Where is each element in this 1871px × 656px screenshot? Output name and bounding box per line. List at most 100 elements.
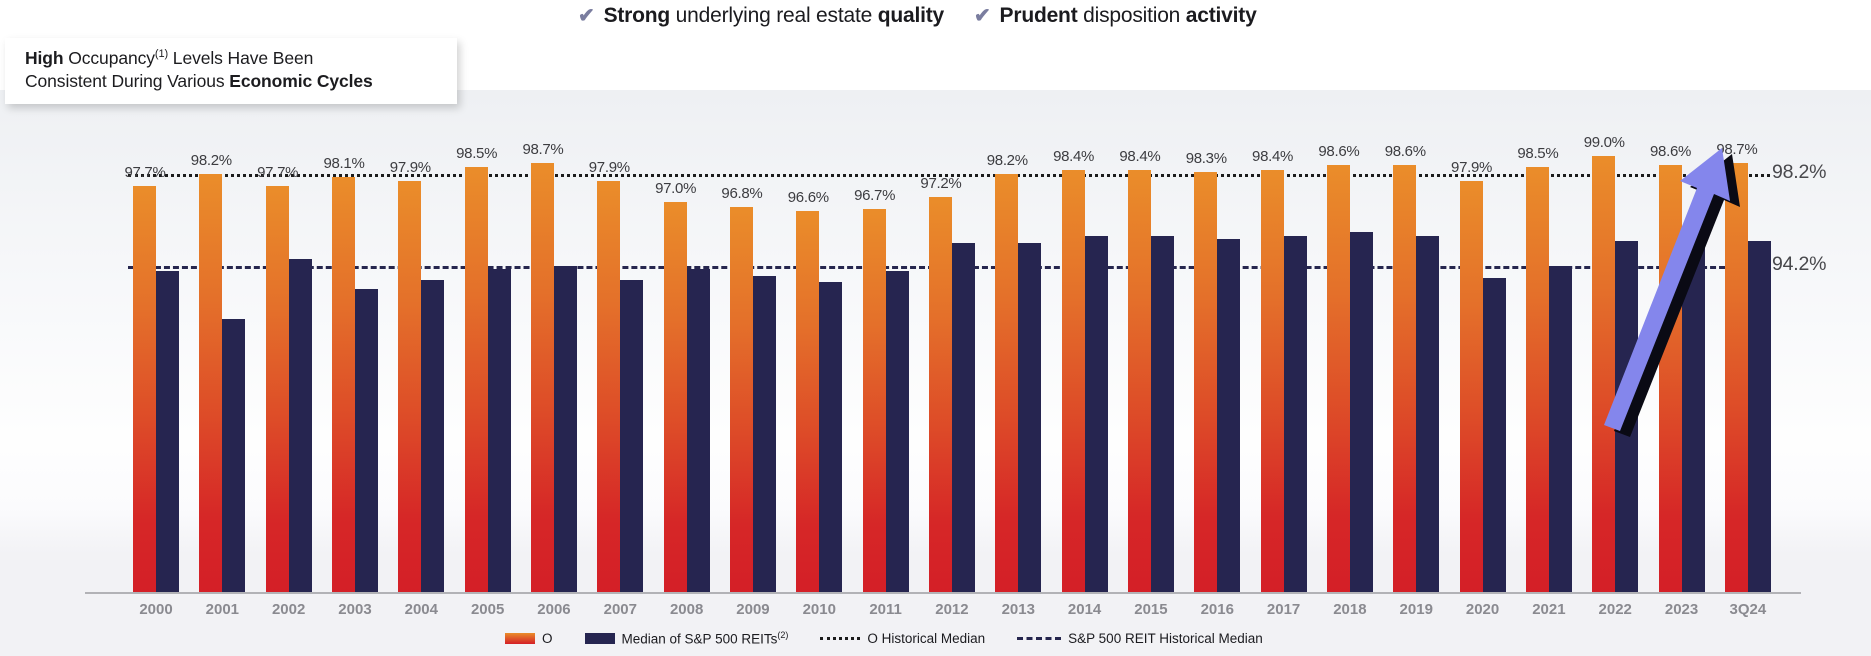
statement-quality: ✔ Strong underlying real estate quality <box>578 3 944 28</box>
bar-group: 98.6% <box>1318 143 1373 593</box>
o-bar-value-label: 97.7% <box>257 164 299 181</box>
o-bar <box>331 177 355 593</box>
o-bar-value-label: 98.1% <box>323 155 365 172</box>
o-bar <box>1127 170 1151 593</box>
header-statements: ✔ Strong underlying real estate quality … <box>578 3 1257 28</box>
o-bar-value-label: 96.6% <box>787 189 829 206</box>
o-bar <box>1724 163 1748 593</box>
o-bar-value-label: 98.2% <box>190 152 232 169</box>
x-axis-tick-label: 2014 <box>1067 601 1102 618</box>
reit-median-bar <box>951 243 975 593</box>
x-axis-line <box>85 592 1801 594</box>
o-bar-value-label: 98.4% <box>1252 148 1294 165</box>
reit-median-bar <box>1416 236 1440 593</box>
o-bar-value-label: 98.5% <box>456 145 498 162</box>
legend-item-o-historical-median: O Historical Median <box>820 631 985 646</box>
o-median-value-label: 98.2% <box>1772 161 1827 183</box>
o-bar-value-label: 99.0% <box>1583 134 1625 151</box>
o-bar-value-label: 98.3% <box>1185 150 1227 167</box>
footnote-2-marker: (2) <box>777 630 789 640</box>
o-bar-value-label: 97.2% <box>920 175 962 192</box>
bar-group: 97.9% <box>390 159 445 593</box>
x-axis-tick-label: 2021 <box>1532 601 1566 618</box>
sp500-median-value-label: 94.2% <box>1772 253 1827 275</box>
o-bar <box>1194 172 1218 593</box>
o-historical-median-line <box>128 174 1770 177</box>
reit-median-bar <box>1548 266 1572 593</box>
o-bar <box>1326 165 1350 593</box>
o-bar-value-label: 98.4% <box>1119 148 1161 165</box>
o-bar-value-label: 98.6% <box>1318 143 1360 160</box>
x-axis-tick-label: 2020 <box>1465 601 1500 618</box>
x-axis-tick-label: 3Q24 <box>1729 601 1767 618</box>
x-axis-tick-label: 2009 <box>736 601 770 618</box>
x-axis-tick-label: 2005 <box>470 601 505 618</box>
reit-median-bar <box>1681 246 1705 593</box>
reit-series-swatch-icon <box>584 632 615 644</box>
reit-median-bar <box>1747 241 1771 593</box>
bar-group: 98.6% <box>1385 143 1440 593</box>
reit-median-bar <box>620 280 644 593</box>
o-bar <box>1459 181 1483 593</box>
o-bar <box>1393 165 1417 593</box>
x-axis-tick-label: 2017 <box>1266 601 1301 618</box>
o-bar-value-label: 98.2% <box>986 152 1028 169</box>
legend-label: O <box>542 630 553 646</box>
x-axis-tick-label: 2007 <box>603 601 637 618</box>
legend-item-o: O <box>505 631 553 646</box>
bar-group: 98.4% <box>1053 148 1108 593</box>
bar-group: 97.2% <box>920 175 975 593</box>
bar-group: 96.7% <box>854 187 909 593</box>
reit-median-bar <box>1217 239 1241 593</box>
chart-title-box: High Occupancy(1) Levels Have Been Consi… <box>5 38 457 105</box>
bar-group: 96.6% <box>788 189 843 593</box>
o-bar <box>597 181 621 593</box>
o-series-swatch-icon <box>505 632 535 644</box>
bar-group: 98.4% <box>1252 148 1307 593</box>
dashed-line-swatch-icon <box>1017 636 1062 640</box>
bar-group: 97.0% <box>655 180 710 593</box>
reit-median-bar <box>1283 236 1307 593</box>
bar-group: 97.7% <box>257 164 312 593</box>
x-axis-tick-label: 2011 <box>869 601 902 618</box>
o-bar <box>995 174 1019 593</box>
x-axis-tick-label: 2003 <box>338 601 372 618</box>
legend-label: S&P 500 REIT Historical Median <box>1068 630 1263 646</box>
reit-median-bar <box>553 266 577 593</box>
bar-group: 98.3% <box>1186 150 1241 593</box>
bar-chart: 97.7% 98.2% 97.7% 98.1% 97.9% 98.5% 98.7% 97.9%… <box>0 90 1871 593</box>
x-axis-tick-label: 2016 <box>1200 601 1234 618</box>
legend-label: O Historical Median <box>867 630 986 646</box>
o-bar <box>398 181 422 593</box>
x-axis-tick-label: 2004 <box>404 601 438 618</box>
bar-group: 98.2% <box>191 152 246 593</box>
x-axis-tick-label: 2008 <box>669 601 704 618</box>
o-bar <box>862 209 886 593</box>
reit-median-bar <box>288 259 312 593</box>
o-bar <box>1592 156 1616 593</box>
o-bar <box>796 211 820 593</box>
o-bar-value-label: 97.9% <box>1451 159 1493 176</box>
o-bar-value-label: 98.4% <box>1053 148 1095 165</box>
bar-group: 97.9% <box>1451 159 1506 593</box>
x-axis-tick-label: 2019 <box>1399 601 1433 618</box>
reit-median-bar <box>222 319 246 593</box>
x-axis-tick-label: 2023 <box>1664 601 1699 618</box>
checkmark-icon: ✔ <box>973 5 991 27</box>
o-bar-value-label: 97.9% <box>389 159 431 176</box>
highlight-arrow-icon <box>1604 148 1740 437</box>
bar-group: 98.7% <box>1716 141 1771 593</box>
o-bar <box>1061 170 1085 593</box>
x-axis-tick-label: 2000 <box>139 601 173 618</box>
statement-disposition: ✔ Prudent disposition activity <box>974 3 1257 28</box>
bar-group: 96.8% <box>721 185 776 593</box>
o-bar <box>663 202 687 593</box>
x-axis-tick-label: 2001 <box>205 601 240 618</box>
legend-item-reit-median: Median of S&P 500 REITs(2) <box>584 630 789 647</box>
o-bar <box>464 167 488 593</box>
legend: O Median of S&P 500 REITs(2) O Historica… <box>505 630 1263 647</box>
o-bar-value-label: 98.7% <box>1716 141 1758 158</box>
o-bar-value-label: 98.6% <box>1384 143 1426 160</box>
reit-median-bar <box>156 271 179 593</box>
